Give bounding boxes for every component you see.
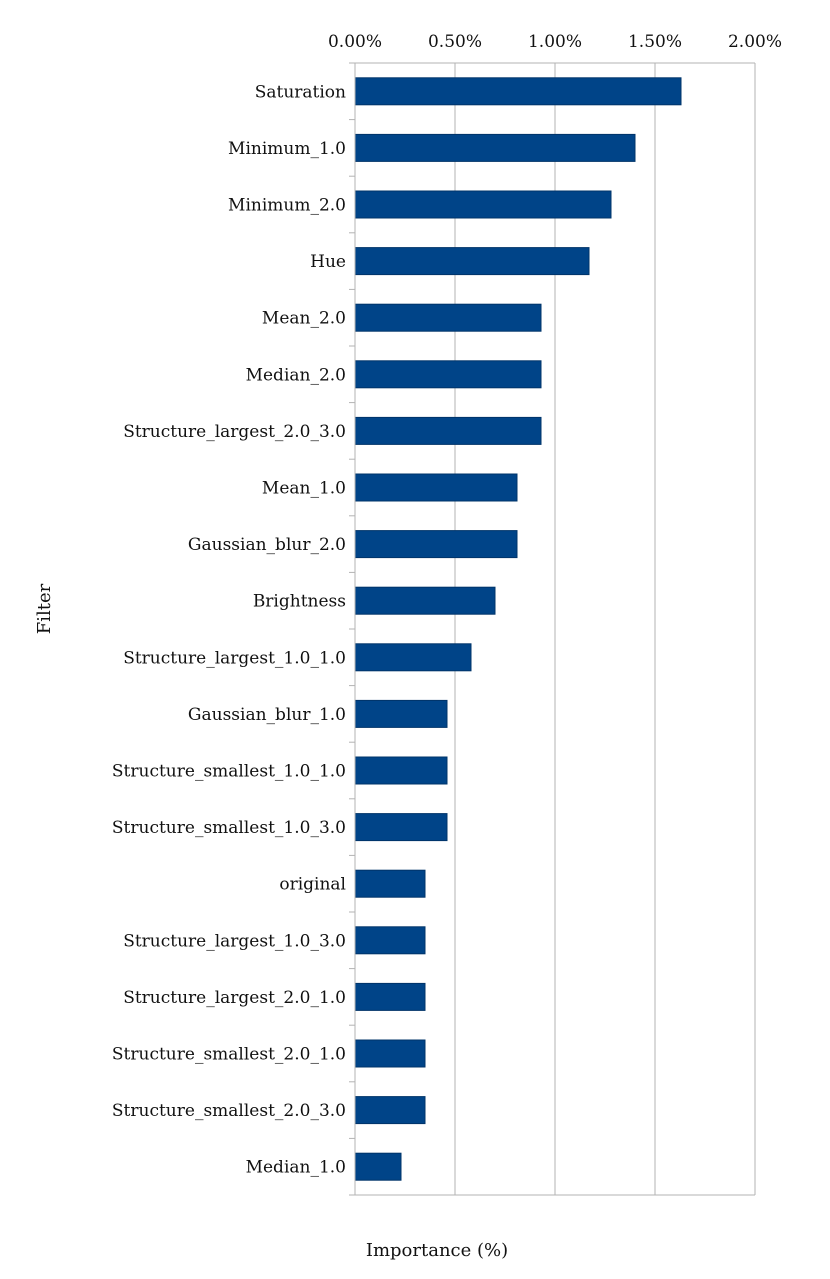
bar [354,1152,402,1181]
category-label: Gaussian_blur_1.0 [188,705,346,725]
bar [354,813,448,842]
gridlines [454,63,756,1195]
x-axis-title: Importance (%) [366,1240,508,1261]
bar [354,303,542,332]
category-label: Structure_smallest_2.0_1.0 [112,1045,346,1065]
bar [354,756,448,785]
bar [354,247,590,276]
category-label: Structure_largest_2.0_3.0 [123,422,346,442]
bar [354,982,426,1011]
bar [354,416,542,445]
bar [354,926,426,955]
category-label: Structure_smallest_1.0_3.0 [112,818,346,838]
category-label: Structure_smallest_2.0_3.0 [112,1101,346,1121]
y-axis-title: Filter [34,583,55,634]
category-label: Mean_2.0 [262,309,346,329]
bar [354,643,472,672]
category-label: Minimum_2.0 [228,196,346,216]
x-tick-label: 1.50% [628,32,682,52]
bar [354,360,542,389]
x-tick-label: 0.50% [428,32,482,52]
category-label: Structure_largest_1.0_3.0 [123,931,346,951]
bar [354,530,518,559]
category-label: original [279,875,346,895]
category-label: Saturation [255,82,346,102]
bar [354,586,496,615]
bar [354,1039,426,1068]
category-label: Median_1.0 [246,1158,346,1178]
category-label: Minimum_1.0 [228,139,346,159]
bar [354,699,448,728]
bar [354,473,518,502]
category-label: Gaussian_blur_2.0 [188,535,346,555]
bar [354,869,426,898]
bar [354,77,682,106]
category-label: Hue [310,252,346,272]
bar [354,133,636,162]
category-label: Structure_largest_1.0_1.0 [123,648,346,668]
category-label: Structure_smallest_1.0_1.0 [112,762,346,782]
category-label: Structure_largest_2.0_1.0 [123,988,346,1008]
x-tick-label: 1.00% [528,32,582,52]
category-label: Mean_1.0 [262,479,346,499]
category-label: Median_2.0 [246,365,346,385]
category-label: Brightness [253,592,346,612]
bar [354,1096,426,1125]
category-labels: Saturation Minimum_1.0 Minimum_2.0 Hue Mean_… [112,82,346,1177]
x-tick-label: 0.00% [328,32,382,52]
bars [354,77,682,1181]
axes [349,62,755,1196]
x-tick-labels: 0.00% 0.50% 1.00% 1.50% 2.00% [328,32,782,52]
x-tick-label: 2.00% [728,32,782,52]
bar [354,190,612,219]
